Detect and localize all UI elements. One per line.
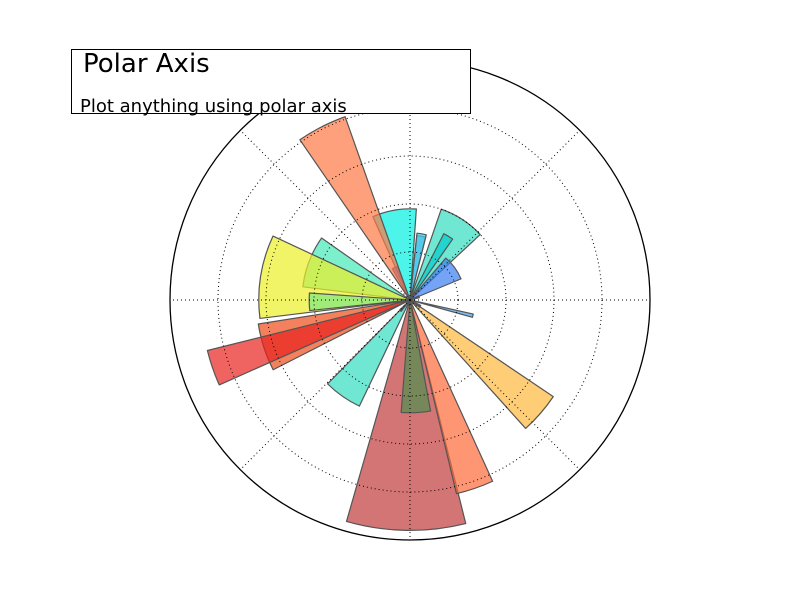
angular-gridline-1 (409, 129, 581, 301)
angular-gridline-5 (239, 299, 411, 471)
polar-bar-4 (409, 257, 462, 301)
polar-bar-20 (399, 299, 411, 312)
chart-subtitle: Plot anything using polar axis (80, 96, 347, 117)
angular-gridline-7 (409, 299, 581, 471)
polar-axes (169, 59, 651, 541)
polar-bar-3 (409, 233, 454, 301)
polar-bar-10 (308, 292, 411, 312)
polar-bar-7 (299, 116, 411, 301)
polar-bar-18 (409, 299, 474, 318)
polar-bar-17 (409, 299, 554, 430)
chart-title: Polar Axis (83, 49, 210, 79)
title-box: Polar Axis Plot anything using polar axi… (71, 49, 471, 117)
polar-bar-13 (326, 299, 411, 407)
angular-gridline-3 (239, 129, 411, 301)
polar-bar-19 (409, 299, 422, 308)
polar-bar-2 (409, 232, 427, 301)
polar-bar-14 (345, 299, 467, 531)
polar-bar-12 (206, 299, 411, 386)
polar-bar-0 (409, 208, 481, 301)
polar-bar-21 (409, 295, 420, 301)
bars-layer (206, 116, 554, 531)
polar-bar-15 (400, 299, 432, 414)
polar-bar-16 (409, 299, 494, 495)
